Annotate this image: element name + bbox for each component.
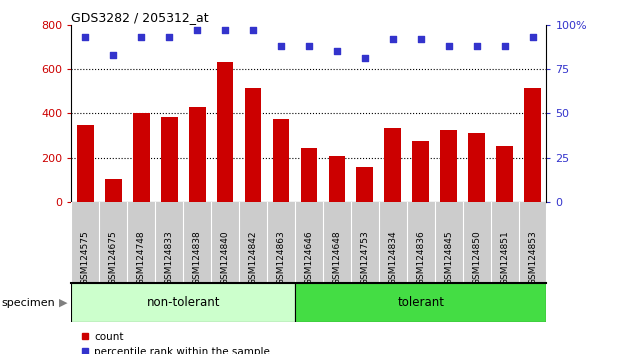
Text: ▶: ▶ <box>58 298 67 308</box>
Point <box>248 27 258 33</box>
Legend: count, percentile rank within the sample: count, percentile rank within the sample <box>76 327 274 354</box>
Point <box>388 36 397 42</box>
Bar <box>496 147 513 202</box>
Text: tolerant: tolerant <box>397 296 444 309</box>
Point <box>499 43 509 49</box>
Bar <box>133 113 150 202</box>
Bar <box>273 119 289 202</box>
Bar <box>217 62 233 202</box>
Bar <box>301 148 317 202</box>
Bar <box>329 156 345 202</box>
Point <box>276 43 286 49</box>
Bar <box>356 167 373 202</box>
Point <box>137 34 147 40</box>
Point <box>443 43 453 49</box>
Bar <box>189 107 206 202</box>
Point <box>332 48 342 54</box>
Bar <box>384 128 401 202</box>
Point <box>472 43 482 49</box>
Point <box>220 27 230 33</box>
Point <box>528 34 538 40</box>
Bar <box>412 141 429 202</box>
Point <box>81 34 91 40</box>
Point <box>304 43 314 49</box>
Point <box>164 34 174 40</box>
Bar <box>77 125 94 202</box>
Text: non-tolerant: non-tolerant <box>147 296 220 309</box>
Bar <box>105 178 122 202</box>
Point <box>193 27 202 33</box>
Point <box>360 56 369 61</box>
Point <box>416 36 426 42</box>
Bar <box>161 116 178 202</box>
Text: specimen: specimen <box>1 298 55 308</box>
Text: GDS3282 / 205312_at: GDS3282 / 205312_at <box>71 11 209 24</box>
Bar <box>245 88 261 202</box>
Point <box>109 52 119 58</box>
FancyBboxPatch shape <box>295 283 546 322</box>
FancyBboxPatch shape <box>71 283 295 322</box>
Bar <box>524 88 541 202</box>
Bar <box>440 130 457 202</box>
Bar <box>468 133 485 202</box>
